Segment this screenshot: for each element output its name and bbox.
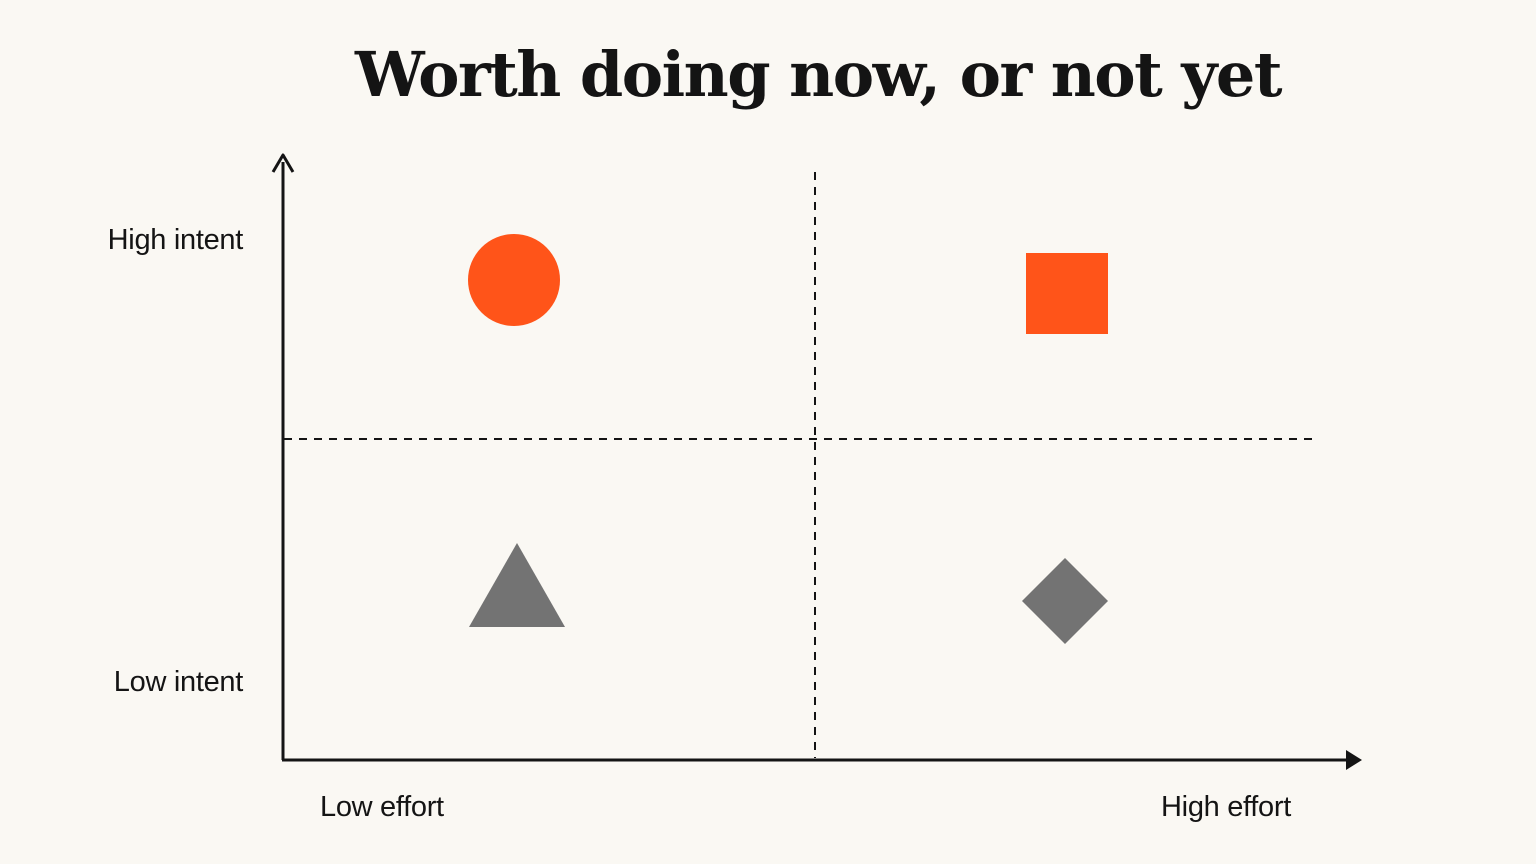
page-title: Worth doing now, or not yet (355, 38, 1282, 111)
y-axis-high-label: High intent (107, 224, 244, 256)
triangle-marker-icon (469, 543, 565, 627)
circle-marker-icon (468, 234, 560, 326)
y-axis-arrow-icon (271, 153, 295, 173)
square-marker-icon (1026, 253, 1108, 334)
x-axis-low-label: Low effort (320, 791, 444, 823)
x-axis-arrow-icon (1346, 750, 1362, 770)
diamond-marker-icon (1022, 558, 1108, 644)
x-axis-high-label: High effort (1161, 791, 1291, 823)
y-axis-low-label: Low intent (113, 666, 244, 698)
